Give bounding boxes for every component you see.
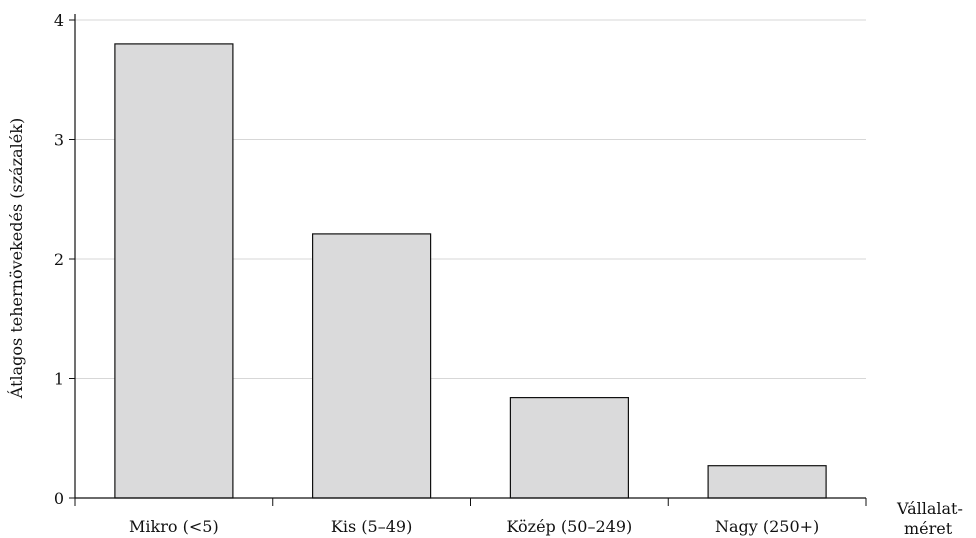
x-axis-title-line1: Vállalat-: [896, 499, 963, 518]
bar-1: [312, 233, 432, 499]
x-category-label-2: Közép (50–249): [506, 517, 632, 536]
bar-3: [707, 465, 827, 499]
bars-layer: [114, 43, 827, 499]
x-category-label-0: Mikro (<5): [129, 517, 219, 536]
bar-0: [114, 43, 234, 499]
x-axis-title-line2: méret: [904, 519, 953, 538]
y-tick-label-2: 2: [54, 250, 64, 269]
bar-2: [509, 397, 629, 499]
ticks-layer: 0 1 2 3 4: [54, 11, 867, 508]
y-tick-label-3: 3: [54, 131, 64, 150]
y-tick-label-4: 4: [54, 11, 64, 30]
y-tick-label-1: 1: [54, 370, 64, 389]
x-category-label-1: Kis (5–49): [331, 517, 412, 536]
x-category-label-3: Nagy (250+): [715, 517, 819, 536]
labels-layer: Mikro (<5) Kis (5–49) Közép (50–249) Nagy (…: [129, 517, 819, 536]
y-axis-title: Átlagos tehernövekedés (százalék): [6, 118, 26, 399]
y-tick-label-0: 0: [54, 489, 64, 508]
